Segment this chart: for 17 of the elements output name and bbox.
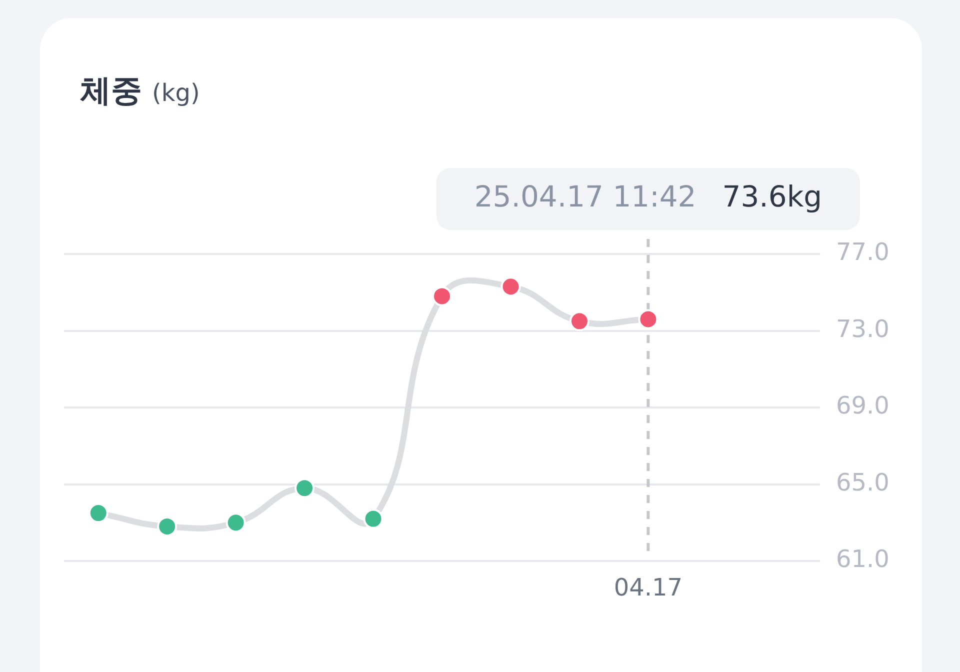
point [294, 478, 315, 498]
y-tick-label: 61.0 [836, 545, 890, 574]
point [569, 311, 590, 332]
y-tick-label: 73.0 [836, 314, 890, 343]
point [638, 309, 658, 330]
y-tick-label: 77.0 [836, 238, 890, 266]
y-tick-label: 65.0 [836, 468, 890, 496]
point [363, 508, 384, 529]
chart-title: 체중 [80, 73, 142, 109]
point [226, 512, 246, 533]
point [432, 286, 452, 306]
x-tick-label: 04.17 [614, 574, 683, 602]
text: 25.04.17 11:42 [474, 180, 696, 214]
y-tick-label: 69.0 [836, 392, 890, 420]
chart-subtitle: (kg) [152, 79, 200, 107]
point [500, 276, 521, 297]
text: 73.6kg [722, 180, 822, 214]
